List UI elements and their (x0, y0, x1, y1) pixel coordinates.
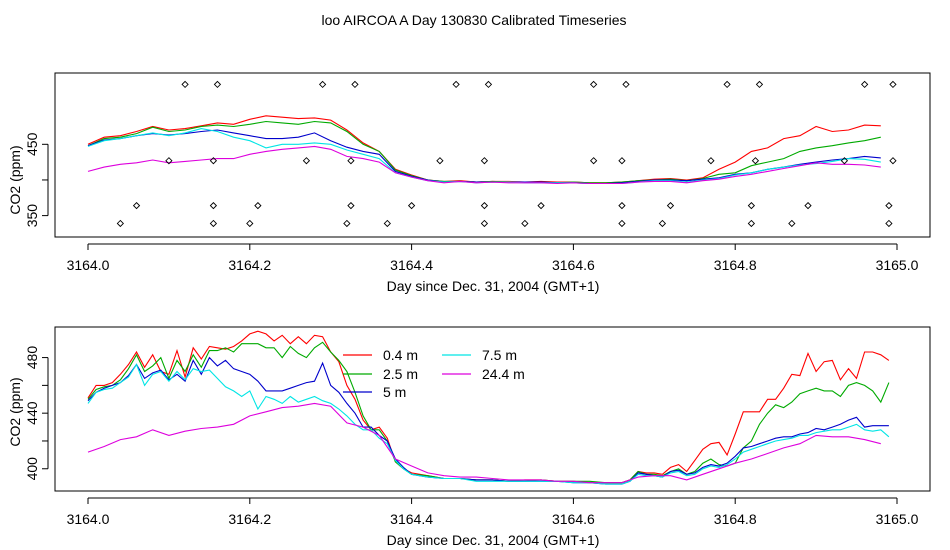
top-y-tick-label: 350 (24, 204, 40, 228)
top-calibration-point (347, 157, 355, 165)
top-calibration-point (116, 219, 124, 228)
bottom-legend-label: 2.5 m (383, 366, 418, 382)
top-calibration-point (254, 201, 262, 210)
top-calibration-point (480, 219, 489, 228)
top-calibration-point (666, 201, 675, 210)
top-x-tick-label: 3165.0 (876, 257, 919, 273)
top-calibration-point (209, 157, 218, 165)
top-calibration-point (181, 80, 189, 89)
bottom-ylabel: CO2 (ppm) (7, 377, 23, 446)
top-calibration-point (165, 157, 173, 165)
top-calibration-point (885, 219, 893, 228)
top-calibration-point (436, 157, 444, 165)
top-x-tick-label: 3164.8 (714, 257, 757, 273)
top-calibration-point (318, 80, 327, 89)
bottom-x-tick-label: 3165.0 (876, 511, 919, 527)
bottom-series-line-24-4-m (87, 402, 881, 484)
top-calibration-point (889, 80, 897, 89)
top-calibration-point (480, 157, 489, 165)
bottom-x-tick-label: 3164.0 (67, 511, 110, 527)
top-calibration-point (622, 80, 630, 89)
top-x-tick-label: 3164.2 (228, 257, 271, 273)
top-calibration-point (452, 80, 460, 89)
bottom-x-tick-label: 3164.4 (390, 511, 433, 527)
top-calibration-point (302, 157, 311, 165)
top-x-tick-label: 3164.4 (390, 257, 433, 273)
bottom-legend-label: 24.4 m (482, 366, 525, 382)
top-calibration-point (589, 157, 598, 165)
figure-title: loo AIRCOA A Day 130830 Calibrated Times… (321, 12, 626, 28)
top-calibration-point (885, 201, 893, 210)
top-series-line-24-4-m (87, 145, 881, 185)
top-calibration-point (521, 219, 529, 228)
top-x-tick-label: 3164.0 (67, 257, 110, 273)
top-calibration-point (209, 201, 218, 210)
top-series-line-7-5-m (87, 128, 881, 185)
top-calibration-point (755, 80, 764, 89)
top-calibration-point (246, 219, 254, 228)
bottom-legend: 0.4 m 2.5 m 5 m 7.5 m 24.4 m (343, 347, 525, 400)
top-calibration-point (804, 201, 812, 210)
bottom-series-line-7-5-m (87, 363, 890, 485)
top-calibration-point (723, 80, 731, 89)
top-calibration-point (618, 201, 626, 210)
top-calibration-point (484, 80, 493, 89)
bottom-x-axis: 3164.0 3164.2 3164.4 3164.6 3164.8 3165.0 (67, 497, 919, 527)
top-calibration-point (383, 219, 391, 228)
top-calibration-point (751, 157, 760, 165)
top-plot: 3164.0 3164.2 3164.4 3164.6 3164.8 3165.0 350 4… (24, 72, 931, 273)
top-calibration-point (213, 80, 222, 89)
top-x-tick-label: 3164.6 (552, 257, 595, 273)
bottom-series-group (87, 330, 890, 485)
bottom-y-tick-label: 480 (24, 346, 40, 370)
bottom-x-tick-label: 3164.6 (552, 511, 595, 527)
bottom-legend-label: 5 m (383, 384, 406, 400)
top-calibration-point (343, 219, 351, 228)
panel-bottom: CO2 (ppm) Day since Dec. 31, 2004 (GMT+1… (7, 377, 599, 548)
top-plot-frame (54, 72, 931, 238)
top-series-group (87, 115, 881, 185)
panel-top: CO2 (ppm) Day since Dec. 31, 2004 (GMT+1… (7, 145, 599, 294)
top-calibration-point (747, 201, 756, 210)
bottom-legend-label: 7.5 m (482, 347, 517, 363)
top-calibration-point (347, 201, 355, 210)
top-calibration-point (537, 201, 545, 210)
top-x-axis: 3164.0 3164.2 3164.4 3164.6 3164.8 3165.0 (67, 243, 919, 273)
bottom-y-axis: 400 440 480 (24, 346, 49, 481)
bottom-y-tick-label: 440 (24, 401, 40, 425)
top-calibration-point (407, 201, 416, 210)
top-y-tick-label: 450 (24, 132, 40, 156)
top-calibration-point (618, 157, 626, 165)
top-y-axis: 350 450 (24, 132, 49, 228)
top-calibration-point (747, 219, 756, 228)
top-calibration-point (788, 219, 796, 228)
top-calibration-point (658, 219, 667, 228)
top-calibration-point (840, 157, 849, 165)
top-calibration-point (889, 157, 897, 165)
top-calibration-point (209, 219, 218, 228)
top-calibration-point (351, 80, 359, 89)
top-series-line-5-m (87, 129, 881, 185)
bottom-series-line-2-5-m (87, 341, 890, 484)
bottom-xlabel: Day since Dec. 31, 2004 (GMT+1) (387, 532, 600, 548)
top-calibration-point (480, 201, 489, 210)
top-calibration-point (589, 80, 598, 89)
bottom-x-tick-label: 3164.2 (228, 511, 271, 527)
top-xlabel: Day since Dec. 31, 2004 (GMT+1) (387, 278, 600, 294)
top-ylabel: CO2 (ppm) (7, 145, 23, 214)
top-calibration-markers (116, 80, 897, 228)
top-calibration-point (861, 80, 869, 89)
bottom-legend-label: 0.4 m (383, 347, 418, 363)
top-calibration-point (618, 219, 626, 228)
top-calibration-point (707, 157, 715, 165)
bottom-x-tick-label: 3164.8 (714, 511, 757, 527)
bottom-plot-frame (54, 326, 931, 492)
top-calibration-point (132, 201, 141, 210)
bottom-plot: 3164.0 3164.2 3164.4 3164.6 3164.8 3165.04004… (24, 326, 931, 527)
bottom-y-tick-label: 400 (24, 457, 40, 481)
